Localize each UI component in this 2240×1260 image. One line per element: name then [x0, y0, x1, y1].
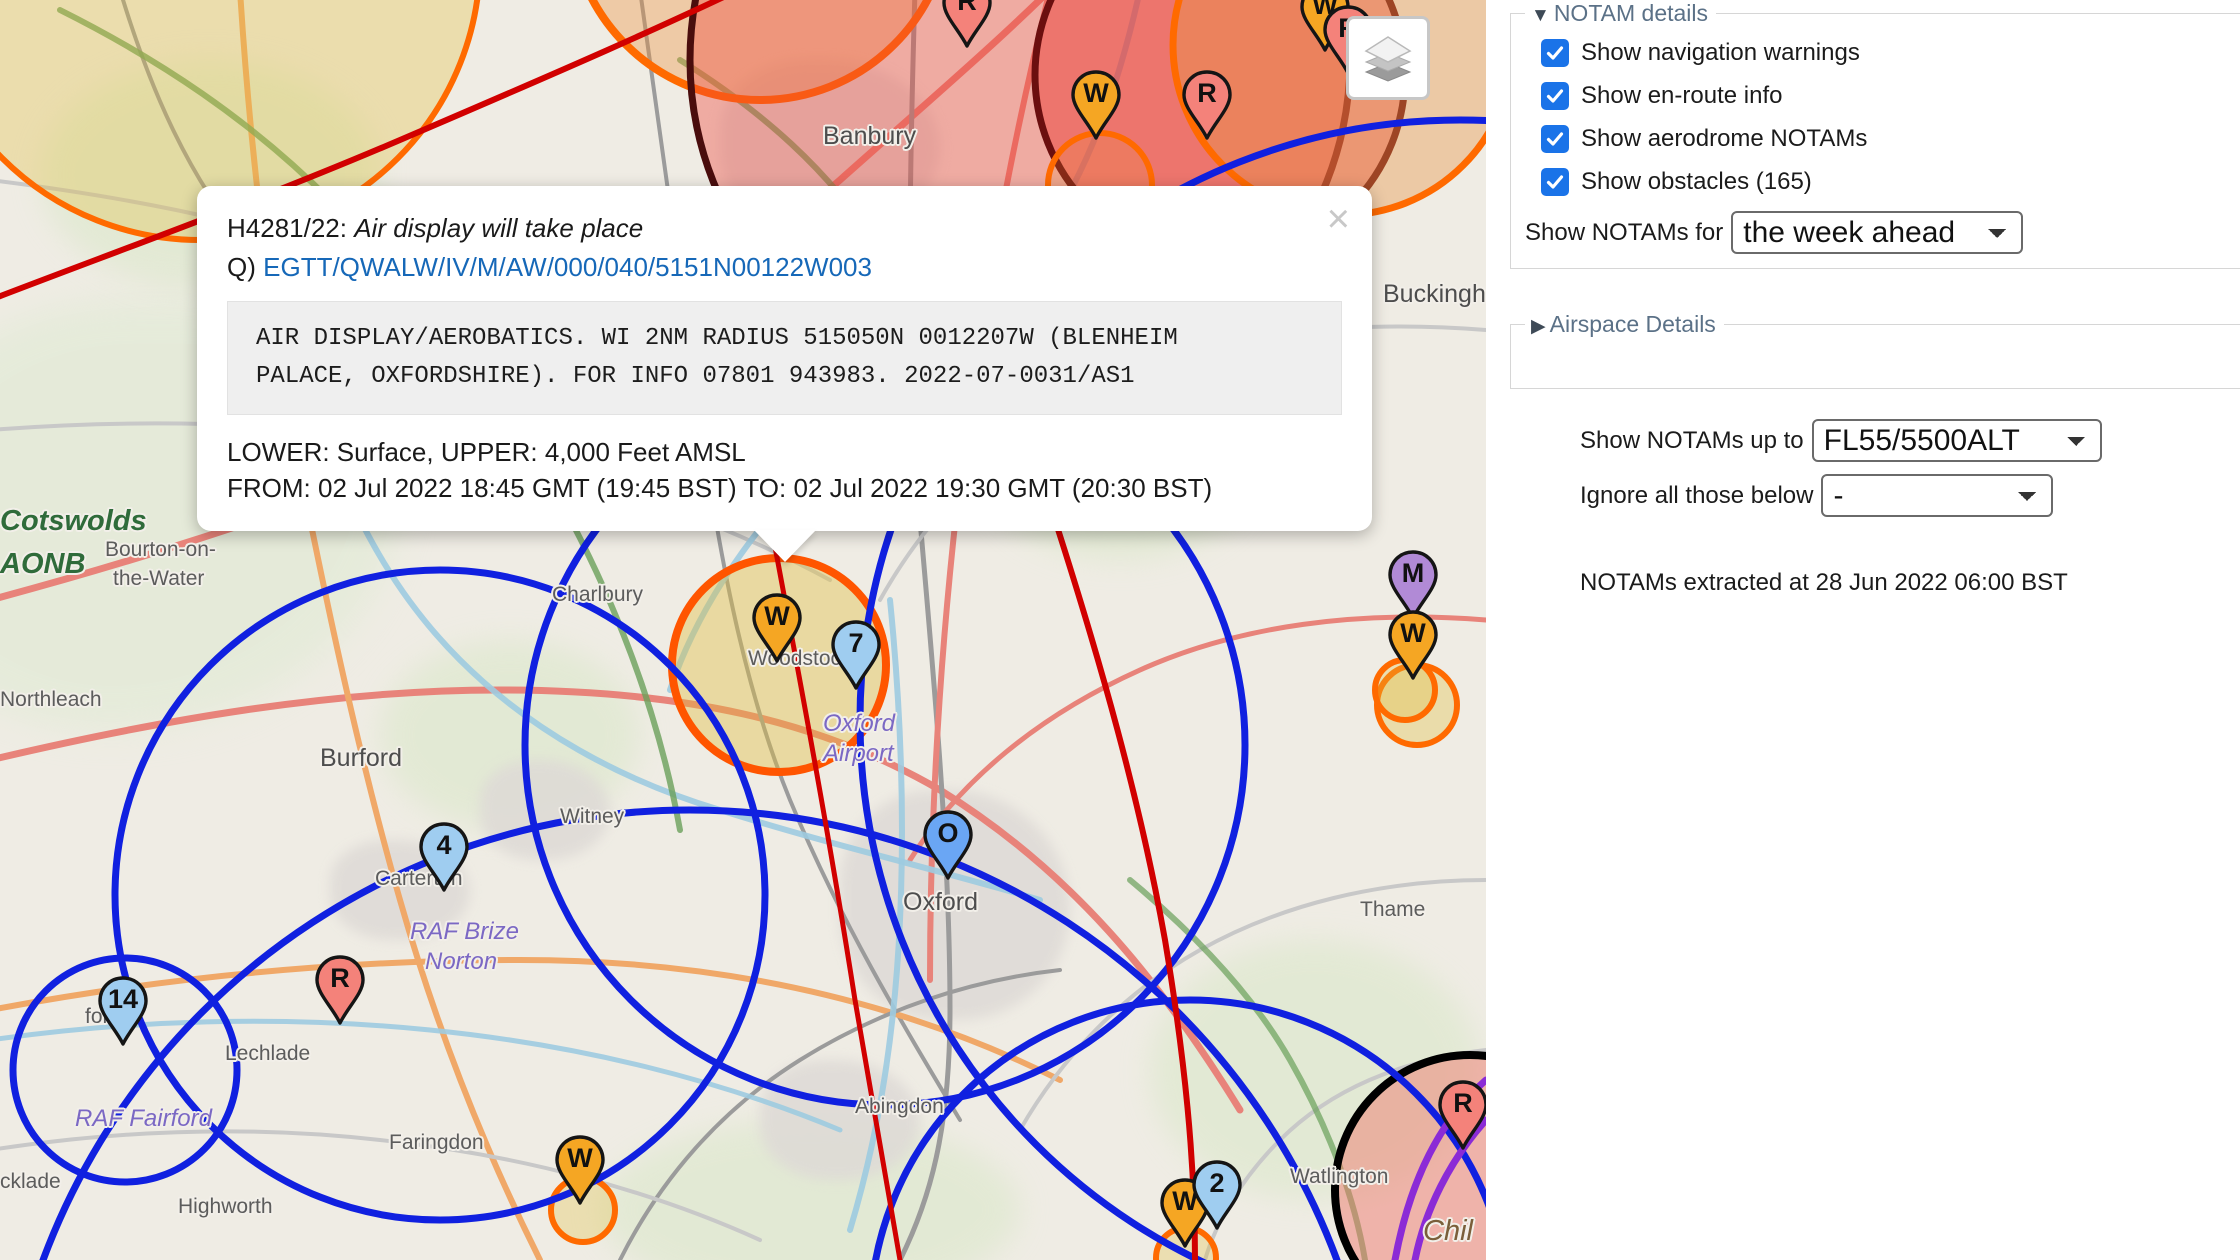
- altitude-filter-group: Show NOTAMs up to FL35/3500ALTFL45/4500A…: [1580, 419, 2240, 517]
- aerodrome-notam-marker[interactable]: R: [1181, 70, 1233, 140]
- notam-zone-circle: [856, 116, 1486, 1260]
- airspace-details-fieldset: ▶ Airspace Details: [1510, 311, 2240, 389]
- notam-period-label: Show NOTAMs for: [1525, 218, 1724, 246]
- map-pane[interactable]: BanburyBuckinghamStowCotswoldsAONBBourto…: [0, 0, 1486, 1260]
- map-pin-icon: [1071, 70, 1121, 140]
- popup-raw-notam-text: AIR DISPLAY/AEROBATICS. WI 2NM RADIUS 51…: [227, 301, 1342, 415]
- map-pin-icon: [831, 620, 881, 690]
- aerodrome-notam-marker[interactable]: R: [314, 955, 366, 1025]
- notam-popup[interactable]: × H4281/22: Air display will take place …: [197, 186, 1372, 531]
- map-pin-icon: [555, 1135, 605, 1205]
- map-pin-icon: [1192, 1160, 1242, 1230]
- checkbox-row-obstacles[interactable]: Show obstacles (165): [1541, 168, 2240, 196]
- checkbox-label-aerodrome-notams: Show aerodrome NOTAMs: [1581, 125, 1868, 152]
- layers-control-button[interactable]: [1346, 16, 1430, 100]
- ignore-below-select[interactable]: -FL15/1500ALTFL25/2500ALTFL35/3500ALT: [1821, 474, 2054, 517]
- aerodrome-notam-marker[interactable]: R: [941, 0, 993, 48]
- checkbox-label-obstacles: Show obstacles (165): [1581, 168, 1812, 195]
- map-pin-icon: [1438, 1080, 1486, 1150]
- map-pin-icon: [315, 955, 365, 1025]
- checkbox-row-navigation-warnings[interactable]: Show navigation warnings: [1541, 39, 2240, 67]
- notam-details-legend[interactable]: ▼ NOTAM details: [1525, 0, 1716, 27]
- popup-q-prefix: Q): [227, 252, 256, 282]
- check-icon: [1546, 89, 1564, 103]
- map-pin-icon: [98, 976, 148, 1046]
- notam-zone-circle: [9, 954, 241, 1186]
- obstacle-cluster-marker[interactable]: 2: [1191, 1160, 1243, 1230]
- aerodrome-notam-marker[interactable]: R: [1437, 1080, 1486, 1150]
- checkbox-aerodrome-notams[interactable]: [1541, 125, 1569, 153]
- warning-marker[interactable]: W: [554, 1135, 606, 1205]
- ignore-below-label: Ignore all those below: [1580, 481, 1814, 509]
- checkbox-en-route-info[interactable]: [1541, 82, 1569, 110]
- airspace-details-legend[interactable]: ▶ Airspace Details: [1525, 311, 1724, 338]
- ignore-below-row: Ignore all those below -FL15/1500ALTFL25…: [1580, 474, 2240, 517]
- checkbox-navigation-warnings[interactable]: [1541, 39, 1569, 67]
- urban-area: [760, 1060, 920, 1180]
- notam-period-select[interactable]: todaytomorrowthe next 24 hoursthe week a…: [1731, 211, 2024, 254]
- map-pin-icon: [923, 810, 973, 880]
- notam-zone-circle: [872, 996, 1486, 1260]
- notam-period-row: Show NOTAMs for todaytomorrowthe next 24…: [1525, 211, 2240, 254]
- notam-details-fieldset: ▼ NOTAM details Show navigation warnings …: [1510, 0, 2240, 269]
- map-pin-icon: [1388, 610, 1438, 680]
- popup-q-code-link[interactable]: EGTT/QWALW/IV/M/AW/000/040/5151N00122W00…: [263, 252, 872, 282]
- warning-marker[interactable]: W: [1387, 610, 1439, 680]
- warning-marker[interactable]: W: [1070, 70, 1122, 140]
- notams-extracted-timestamp: NOTAMs extracted at 28 Jun 2022 06:00 BS…: [1580, 569, 2068, 596]
- airspace-details-legend-label: Airspace Details: [1549, 311, 1716, 337]
- popup-notam-id: H4281/22:: [227, 213, 347, 243]
- airspace-details-body: [1511, 338, 2240, 374]
- popup-validity: FROM: 02 Jul 2022 18:45 GMT (19:45 BST) …: [227, 472, 1213, 503]
- check-icon: [1546, 46, 1564, 60]
- layers-icon: [1364, 36, 1412, 82]
- map-pin-icon: [419, 822, 469, 892]
- popup-title: H4281/22: Air display will take place: [227, 213, 1342, 244]
- map-pin-icon: [752, 593, 802, 663]
- notam-details-legend-label: NOTAM details: [1553, 0, 1709, 26]
- notam-zone-circle: [39, 806, 1341, 1260]
- check-icon: [1546, 132, 1564, 146]
- show-notams-upto-label: Show NOTAMs up to: [1580, 426, 1804, 454]
- chevron-right-icon[interactable]: ▶: [1531, 316, 1546, 337]
- urban-area: [480, 760, 610, 860]
- notam-zone-circle: [111, 566, 769, 1224]
- show-notams-upto-select[interactable]: FL35/3500ALTFL45/4500ALTFL55/5500ALTFL65…: [1811, 419, 2102, 462]
- checkbox-label-en-route-info: Show en-route info: [1581, 82, 1783, 109]
- obstacle-marker[interactable]: O: [922, 810, 974, 880]
- popup-levels: LOWER: Surface, UPPER: 4,000 Feet AMSL: [227, 436, 746, 467]
- popup-notam-summary: Air display will take place: [354, 213, 644, 243]
- popup-q-line: Q) EGTT/QWALW/IV/M/AW/000/040/5151N00122…: [227, 252, 1342, 283]
- show-notams-upto-row: Show NOTAMs up to FL35/3500ALTFL45/4500A…: [1580, 419, 2240, 462]
- obstacle-cluster-marker[interactable]: 7: [830, 620, 882, 690]
- checkbox-label-navigation-warnings: Show navigation warnings: [1581, 39, 1860, 66]
- map-pin-icon: [1182, 70, 1232, 140]
- close-icon[interactable]: ×: [1326, 197, 1350, 241]
- checkbox-obstacles[interactable]: [1541, 168, 1569, 196]
- options-side-panel[interactable]: ▼ NOTAM details Show navigation warnings …: [1486, 0, 2240, 1260]
- chevron-down-icon[interactable]: ▼: [1531, 5, 1550, 26]
- map-pin-icon: [942, 0, 992, 48]
- obstacle-cluster-marker[interactable]: 4: [418, 822, 470, 892]
- checkbox-row-aerodrome-notams[interactable]: Show aerodrome NOTAMs: [1541, 125, 2240, 153]
- notam-zone-circle: [588, 0, 932, 104]
- checkbox-row-en-route-info[interactable]: Show en-route info: [1541, 82, 2240, 110]
- check-icon: [1546, 175, 1564, 189]
- obstacle-cluster-marker[interactable]: 14: [97, 976, 149, 1046]
- warning-marker[interactable]: W: [751, 593, 803, 663]
